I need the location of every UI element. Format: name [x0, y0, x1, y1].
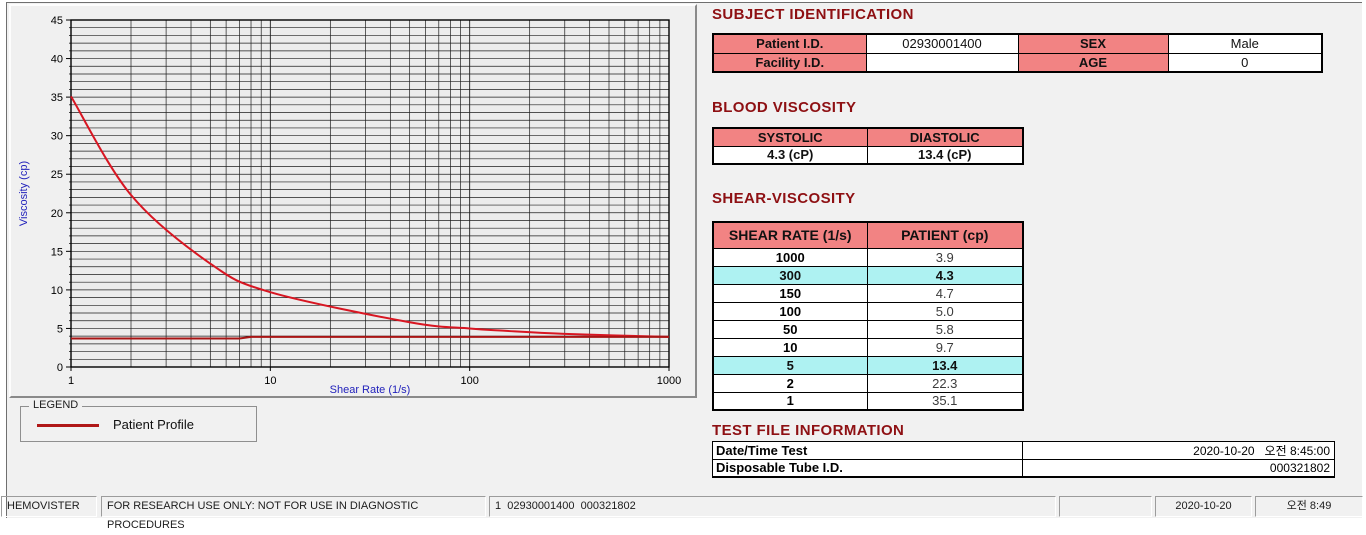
shear-viscosity-row: 10 9.7	[712, 337, 1024, 357]
legend-box-label: LEGEND	[29, 399, 83, 411]
svg-text:5: 5	[57, 323, 63, 335]
legend-groupbox: LEGEND Patient Profile	[20, 399, 257, 442]
svg-text:20: 20	[51, 208, 63, 220]
facility-id-value	[865, 52, 1019, 73]
table-row: Patient I.D. 02930001400 SEX Male	[712, 33, 1323, 54]
shear-rate-cell: 300	[712, 265, 868, 285]
svg-text:10: 10	[264, 375, 276, 387]
svg-text:10: 10	[51, 285, 63, 297]
shear-viscosity-table: SHEAR RATE (1/s) PATIENT (cp) 1000 3.9 300…	[712, 221, 1024, 411]
patient-value-cell: 13.4	[866, 355, 1024, 375]
svg-text:40: 40	[51, 54, 63, 66]
patient-value-cell: 22.3	[866, 373, 1024, 393]
shear-rate-cell: 50	[712, 319, 868, 339]
shear-viscosity-row: 150 4.7	[712, 283, 1024, 303]
shear-viscosity-row: 300 4.3	[712, 265, 1024, 285]
patient-value-cell: 5.8	[866, 319, 1024, 339]
shear-rate-cell: 10	[712, 337, 868, 357]
diastolic-value: 13.4 (cP)	[866, 145, 1024, 165]
systolic-value: 4.3 (cP)	[712, 145, 868, 165]
table-row: Disposable Tube I.D. 000321802	[712, 459, 1335, 477]
statusbar-research-notice: FOR RESEARCH USE ONLY: NOT FOR USE IN DI…	[101, 496, 486, 531]
svg-text:45: 45	[51, 15, 63, 27]
patient-value-cell: 9.7	[866, 337, 1024, 357]
diastolic-header: DIASTOLIC	[866, 127, 1024, 147]
svg-text:Shear Rate (1/s): Shear Rate (1/s)	[330, 384, 411, 396]
facility-id-label: Facility I.D.	[712, 52, 867, 73]
age-value: 0	[1167, 52, 1323, 73]
patient-value-cell: 4.7	[866, 283, 1024, 303]
svg-text:Viscosity (cp): Viscosity (cp)	[18, 161, 30, 226]
svg-text:100: 100	[460, 375, 478, 387]
patient-value-cell: 35.1	[866, 391, 1024, 411]
shear-viscosity-row: 5 13.4	[712, 355, 1024, 375]
svg-text:0: 0	[57, 362, 63, 374]
shear-rate-cell: 100	[712, 301, 868, 321]
shear-viscosity-row: 2 22.3	[712, 373, 1024, 393]
shear-rate-cell: 1	[712, 391, 868, 411]
statusbar-date: 2020-10-20	[1155, 496, 1252, 517]
svg-text:1: 1	[68, 375, 74, 387]
shear-viscosity-chart: 0 5 10 15 20 25 30 35 40 45 1 10 100 1000 Shear Rate (…	[18, 15, 681, 396]
patient-profile-line-swatch	[37, 424, 99, 427]
shear-rate-cell: 1000	[712, 247, 868, 267]
legend-entry-label: Patient Profile	[113, 417, 194, 432]
shear-viscosity-row: 100 5.0	[712, 301, 1024, 321]
svg-text:35: 35	[51, 92, 63, 104]
age-label: AGE	[1017, 52, 1169, 73]
disposable-tube-id-label: Disposable Tube I.D.	[712, 459, 1023, 477]
table-row: SYSTOLIC DIASTOLIC	[712, 127, 1024, 147]
svg-text:15: 15	[51, 246, 63, 258]
sex-label: SEX	[1017, 33, 1169, 54]
svg-text:25: 25	[51, 169, 63, 181]
test-file-information-table: Date/Time Test 2020-10-20 오전 8:45:00 Dis…	[712, 441, 1335, 478]
blood-viscosity-title: BLOOD VISCOSITY	[712, 99, 857, 116]
statusbar-empty-section	[1059, 496, 1152, 517]
table-row: Date/Time Test 2020-10-20 오전 8:45:00	[712, 441, 1335, 460]
shear-rate-cell: 2	[712, 373, 868, 393]
shear-viscosity-title: SHEAR-VISCOSITY	[712, 190, 856, 207]
blood-viscosity-table: SYSTOLIC DIASTOLIC 4.3 (cP) 13.4 (cP)	[712, 127, 1024, 165]
viscosity-chart-panel: 0 5 10 15 20 25 30 35 40 45 1 10 100 1000 Shear Rate (…	[9, 4, 697, 398]
systolic-header: SYSTOLIC	[712, 127, 868, 147]
patient-id-value: 02930001400	[865, 33, 1019, 54]
shear-rate-cell: 5	[712, 355, 868, 375]
shear-viscosity-row: 1000 3.9	[712, 247, 1024, 267]
shear-viscosity-row: 1 35.1	[712, 391, 1024, 411]
date-time-test-label: Date/Time Test	[712, 441, 1023, 460]
patient-value-cell: 4.3	[866, 265, 1024, 285]
shear-rate-cell: 150	[712, 283, 868, 303]
statusbar-app-name: HEMOVISTER	[1, 496, 97, 517]
subject-identification-table: Patient I.D. 02930001400 SEX Male Facili…	[712, 33, 1323, 73]
table-header-row: SHEAR RATE (1/s) PATIENT (cp)	[712, 221, 1024, 249]
table-row: Facility I.D. AGE 0	[712, 52, 1323, 73]
subject-identification-title: SUBJECT IDENTIFICATION	[712, 6, 914, 23]
patient-value-cell: 5.0	[866, 301, 1024, 321]
shear-viscosity-row: 50 5.8	[712, 319, 1024, 339]
patient-value-cell: 3.9	[866, 247, 1024, 267]
table-row: 4.3 (cP) 13.4 (cP)	[712, 145, 1024, 165]
svg-text:1000: 1000	[657, 375, 681, 387]
statusbar-test-ids: 1 02930001400 000321802	[489, 496, 1056, 517]
date-time-test-value: 2020-10-20 오전 8:45:00	[1022, 441, 1335, 460]
test-file-information-title: TEST FILE INFORMATION	[712, 422, 905, 439]
statusbar-time: 오전 8:49	[1255, 496, 1363, 517]
patient-id-label: Patient I.D.	[712, 33, 867, 54]
patient-cp-header: PATIENT (cp)	[866, 221, 1024, 249]
svg-text:30: 30	[51, 131, 63, 143]
disposable-tube-id-value: 000321802	[1022, 459, 1335, 477]
sex-value: Male	[1167, 33, 1323, 54]
shear-rate-header: SHEAR RATE (1/s)	[712, 221, 868, 249]
